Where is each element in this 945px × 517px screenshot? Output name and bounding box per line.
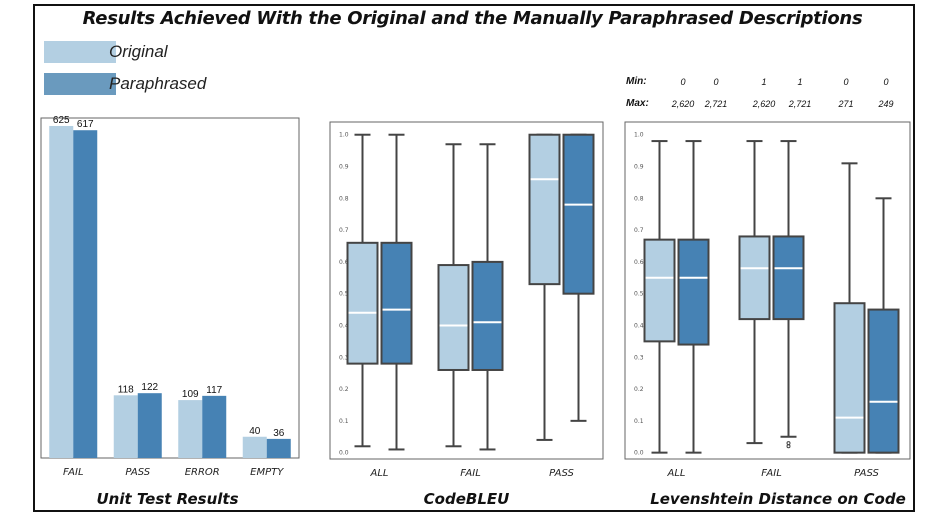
x-tick-label: PASS (125, 467, 150, 478)
bar (202, 395, 227, 458)
box (528, 133, 561, 286)
y-tick-label: 0.9 (634, 164, 644, 171)
min-heading: Min: (626, 76, 647, 87)
bar (178, 400, 203, 458)
legend-label-original: Original (109, 42, 168, 61)
y-tick-label: 0.2 (339, 386, 349, 393)
panel-title-codebleu: CodeBLEU (423, 490, 510, 508)
y-tick-label: 0.7 (339, 227, 349, 234)
y-tick-label: 0.2 (634, 386, 644, 393)
box (772, 235, 805, 321)
min-value: 0 (883, 77, 889, 87)
panel-title-levenshtein: Levenshtein Distance on Code (650, 490, 906, 508)
bar (49, 125, 74, 458)
y-tick-label: 0.0 (634, 450, 644, 457)
bar-value-label: 36 (273, 428, 285, 439)
outlier-point (786, 444, 791, 449)
bar-value-label: 118 (118, 384, 134, 395)
bar-value-label: 40 (249, 426, 261, 437)
x-tick-label: FAIL (761, 468, 782, 479)
y-tick-label: 0.5 (634, 291, 644, 298)
x-tick-label: PASS (854, 468, 879, 479)
y-tick-label: 0.1 (339, 418, 349, 425)
max-value: 2,620 (671, 99, 695, 109)
x-tick-label: ALL (667, 468, 686, 479)
y-tick-label: 0.3 (339, 354, 349, 361)
bar-value-label: 122 (141, 382, 158, 393)
y-tick-label: 0.6 (634, 259, 644, 266)
y-tick-label: 0.8 (634, 195, 644, 202)
box (867, 308, 900, 454)
min-value: 0 (713, 77, 719, 87)
figure-frame (33, 4, 915, 512)
y-tick-label: 0.4 (634, 322, 644, 329)
x-tick-label: FAIL (63, 467, 84, 478)
y-tick-label: 0.4 (339, 322, 349, 329)
figure-title: Results Achieved With the Original and t… (82, 8, 863, 29)
box (380, 241, 413, 365)
y-tick-label: 0.7 (634, 227, 644, 234)
bar-value-label: 117 (206, 385, 222, 396)
bar-value-label: 109 (182, 389, 199, 400)
y-tick-label: 0.9 (339, 164, 349, 171)
bar (137, 393, 162, 458)
box (562, 133, 595, 295)
x-tick-label: PASS (549, 468, 574, 479)
box (677, 238, 710, 346)
box (643, 238, 676, 343)
bar (266, 438, 291, 458)
legend-label-paraphrased: Paraphrased (109, 74, 207, 93)
min-value: 0 (680, 77, 686, 87)
box (471, 260, 504, 371)
y-tick-label: 1.0 (634, 132, 644, 139)
bar-value-label: 625 (53, 115, 70, 126)
bar-value-label: 617 (77, 119, 94, 130)
bar (242, 436, 267, 458)
max-value: 2,620 (752, 99, 776, 109)
box (437, 264, 470, 371)
x-tick-label: EMPTY (250, 467, 284, 478)
box (833, 302, 866, 454)
x-tick-label: FAIL (460, 468, 481, 479)
x-tick-label: ALL (370, 468, 389, 479)
y-tick-label: 0.6 (339, 259, 349, 266)
max-heading: Max: (626, 98, 649, 109)
y-tick-label: 0.1 (634, 418, 644, 425)
legend-swatch-original (44, 41, 116, 63)
y-tick-label: 0.3 (634, 354, 644, 361)
panel-title-unit-test: Unit Test Results (96, 490, 239, 508)
bar (73, 130, 98, 458)
y-tick-label: 0.0 (339, 450, 349, 457)
max-value: 2,721 (704, 99, 728, 109)
min-value: 1 (761, 77, 767, 87)
min-value: 1 (797, 77, 803, 87)
legend-swatch-paraphrased (44, 73, 116, 95)
bar (113, 395, 138, 458)
y-tick-label: 1.0 (339, 132, 349, 139)
x-tick-label: ERROR (185, 467, 220, 478)
box (738, 235, 771, 321)
max-value: 2,721 (788, 99, 812, 109)
box (346, 241, 379, 365)
y-tick-label: 0.5 (339, 291, 349, 298)
y-tick-label: 0.8 (339, 195, 349, 202)
max-value: 271 (838, 99, 854, 109)
min-value: 0 (843, 77, 849, 87)
max-value: 249 (878, 99, 894, 109)
